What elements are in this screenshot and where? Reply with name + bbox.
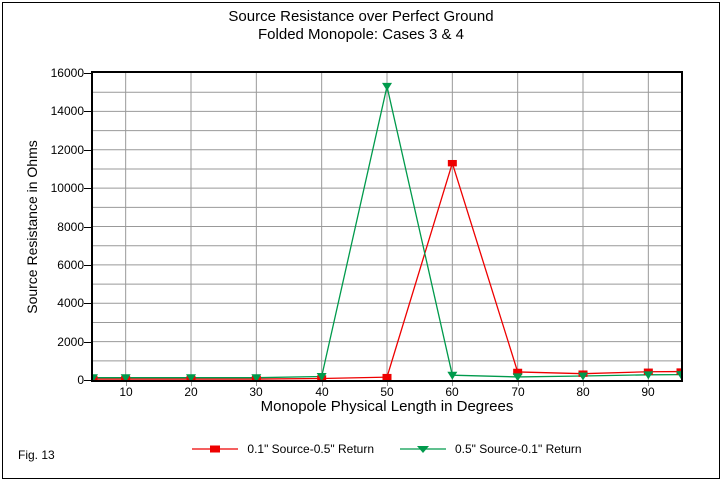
series-1-marker	[186, 374, 196, 380]
series-1-marker	[382, 82, 392, 91]
series-1-marker	[578, 372, 588, 380]
line-chart	[93, 73, 681, 380]
y-axis-title: Source Resistance in Ohms	[24, 140, 40, 314]
legend-item: 0.1" Source-0.5" Return	[192, 442, 374, 456]
series-1-marker	[120, 374, 131, 380]
legend-item: 0.5" Source-0.1" Return	[400, 442, 582, 456]
chart-title-block: Source Resistance over Perfect Ground Fo…	[0, 8, 722, 44]
series-1-marker	[643, 371, 654, 380]
figure-number: Fig. 13	[18, 448, 55, 462]
series-1-marker	[251, 374, 262, 380]
plot-area	[91, 71, 683, 382]
series-1-marker	[316, 373, 327, 380]
chart-subtitle: Folded Monopole: Cases 3 & 4	[258, 26, 464, 43]
series-1-marker	[447, 371, 458, 380]
legend-label: 0.1" Source-0.5" Return	[247, 442, 374, 456]
chart-title: Source Resistance over Perfect Ground	[228, 8, 494, 25]
legend-swatch-triangle-down-icon	[400, 446, 446, 453]
legend-label: 0.5" Source-0.1" Return	[455, 442, 582, 456]
legend-swatch-square-icon	[192, 445, 239, 453]
x-axis-title: Monopole Physical Length in Degrees	[260, 398, 514, 415]
series-0-marker	[382, 373, 392, 380]
series-1-marker	[93, 374, 98, 380]
series-1-marker	[676, 371, 681, 380]
series-0-marker	[447, 159, 457, 167]
series-0-marker	[513, 368, 523, 376]
legend: 0.1" Source-0.5" Return 0.5" Source-0.1"…	[93, 442, 681, 456]
series-1-marker	[512, 373, 523, 380]
